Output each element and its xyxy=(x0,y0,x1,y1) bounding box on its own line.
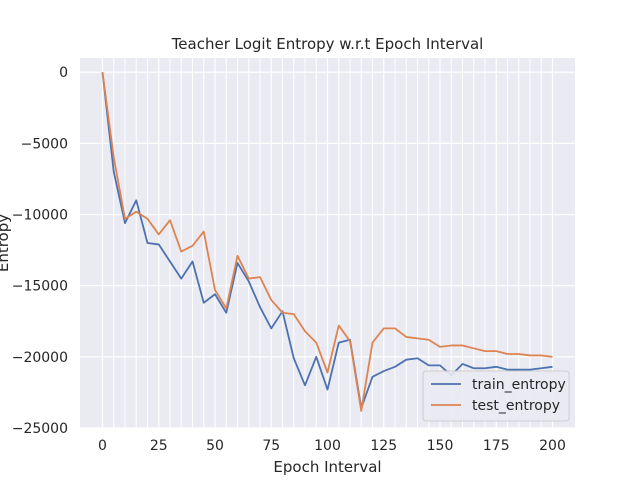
x-tick-label: 75 xyxy=(262,438,280,454)
x-tick-labels: 0 25 50 75 100 125 150 175 200 xyxy=(98,438,566,454)
x-tick-label: 100 xyxy=(314,438,341,454)
x-tick-label: 0 xyxy=(98,438,107,454)
y-tick-label: −10000 xyxy=(12,208,68,224)
x-axis-label: Epoch Interval xyxy=(273,458,381,476)
chart-title: Teacher Logit Entropy w.r.t Epoch Interv… xyxy=(171,35,484,53)
y-tick-label: −20000 xyxy=(12,350,68,366)
x-tick-label: 25 xyxy=(150,438,168,454)
x-tick-label: 125 xyxy=(370,438,397,454)
y-tick-label: −25000 xyxy=(12,421,68,437)
x-tick-label: 50 xyxy=(206,438,224,454)
legend-label-train: train_entropy xyxy=(472,377,566,393)
y-tick-label: −15000 xyxy=(12,279,68,295)
y-tick-label: −5000 xyxy=(21,136,68,152)
y-tick-labels: 0 −5000 −10000 −15000 −20000 −25000 xyxy=(12,65,68,437)
x-tick-label: 200 xyxy=(539,438,566,454)
series-line-train_entropy xyxy=(101,72,553,409)
legend-label-test: test_entropy xyxy=(472,398,560,414)
y-axis-label: Entropy xyxy=(0,214,12,272)
x-tick-label: 175 xyxy=(483,438,510,454)
y-tick-label: 0 xyxy=(59,65,68,81)
series-line-test_entropy xyxy=(101,72,553,412)
legend: train_entropy test_entropy xyxy=(422,370,570,422)
series-layer xyxy=(101,72,553,412)
x-tick-label: 150 xyxy=(427,438,454,454)
